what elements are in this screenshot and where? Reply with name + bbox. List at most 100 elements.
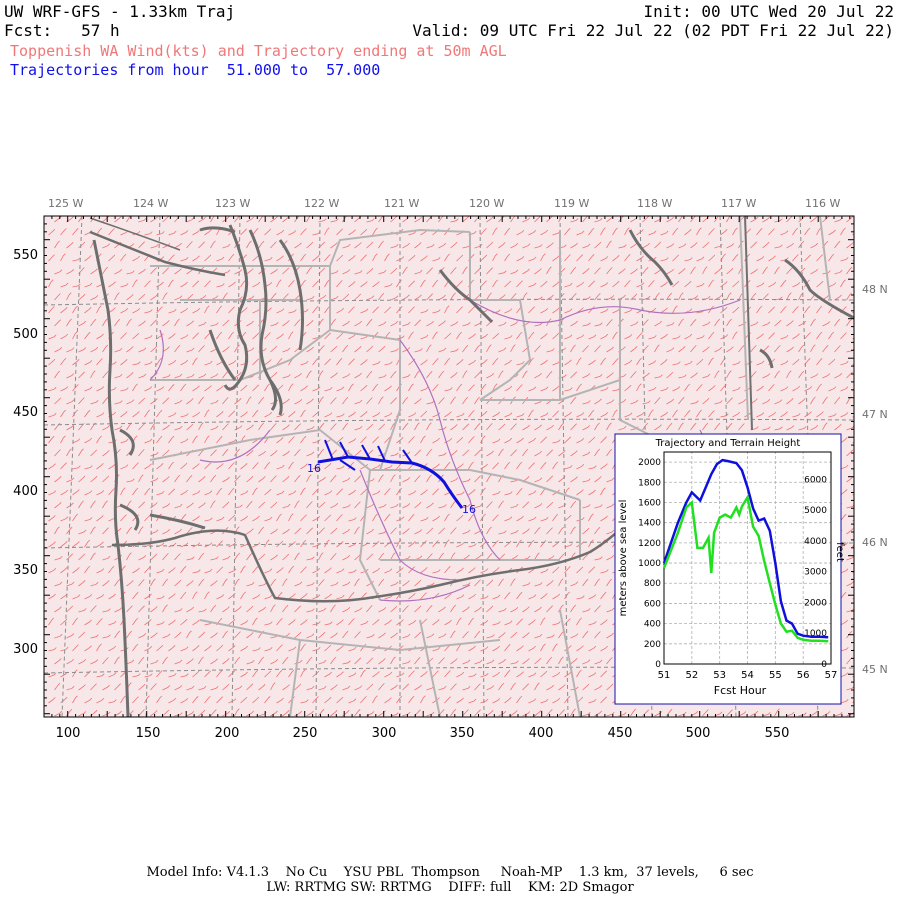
wind-barb bbox=[840, 568, 849, 574]
wind-barb bbox=[456, 254, 464, 262]
wind-barb bbox=[360, 384, 368, 392]
wind-barb bbox=[198, 476, 206, 483]
wind-barb bbox=[480, 359, 488, 366]
wind-barb bbox=[390, 397, 397, 405]
wind-barb bbox=[366, 397, 373, 405]
wind-barb bbox=[396, 539, 402, 548]
wind-barb bbox=[702, 346, 710, 353]
wind-barb bbox=[570, 266, 577, 275]
wind-barb bbox=[378, 503, 387, 509]
wind-barb bbox=[138, 579, 145, 587]
wind-barb bbox=[528, 331, 535, 340]
wind-barb bbox=[510, 321, 519, 327]
wind-barb bbox=[174, 659, 183, 665]
trajectory-range: Trajectories from hour 51.000 to 57.000 bbox=[10, 61, 380, 79]
wind-barb bbox=[390, 244, 399, 249]
wind-barb bbox=[102, 344, 109, 353]
wind-barb bbox=[462, 216, 470, 223]
wind-barb bbox=[534, 503, 543, 509]
wind-barb bbox=[846, 555, 854, 561]
wind-barb bbox=[282, 553, 290, 561]
inset-y-left-tick-label: 1200 bbox=[638, 539, 661, 549]
wind-barb bbox=[582, 608, 591, 613]
wind-barb bbox=[120, 487, 126, 496]
wind-barb bbox=[252, 669, 259, 678]
wind-barb bbox=[246, 501, 253, 509]
wind-barb bbox=[480, 254, 488, 262]
wind-barb bbox=[450, 658, 458, 665]
wind-barb bbox=[546, 348, 555, 353]
wind-barb bbox=[504, 491, 513, 496]
wind-barb bbox=[222, 292, 228, 301]
wind-barb bbox=[480, 595, 489, 600]
wind-barb bbox=[834, 269, 843, 275]
inset-y-left-label: meters above sea level bbox=[618, 500, 629, 617]
wind-barb bbox=[594, 241, 602, 249]
wind-barb bbox=[504, 516, 513, 522]
wind-barb bbox=[156, 386, 165, 392]
wind-barb bbox=[522, 448, 529, 457]
wind-barb bbox=[48, 490, 57, 496]
wind-barb bbox=[228, 568, 237, 574]
wind-barb bbox=[324, 621, 333, 626]
wind-barb bbox=[528, 386, 537, 392]
wind-barb bbox=[78, 241, 86, 249]
wind-barb bbox=[540, 333, 548, 340]
wind-barb bbox=[444, 619, 452, 626]
wind-barb bbox=[342, 504, 351, 509]
wind-barb bbox=[354, 242, 362, 249]
wind-barb bbox=[450, 527, 457, 535]
wind-barb bbox=[714, 216, 720, 223]
wind-barb bbox=[822, 711, 831, 717]
wind-barb bbox=[132, 255, 140, 262]
wind-barb bbox=[552, 643, 558, 652]
wind-barb bbox=[570, 708, 576, 717]
wind-barb bbox=[540, 280, 548, 288]
wind-barb bbox=[150, 529, 159, 535]
wind-barb bbox=[54, 658, 62, 665]
wind-barb bbox=[102, 657, 109, 665]
wind-barb bbox=[66, 526, 73, 535]
wind-barb bbox=[84, 619, 92, 626]
wind-barb bbox=[186, 502, 194, 509]
wind-barb bbox=[270, 501, 278, 509]
wind-barb bbox=[234, 344, 240, 353]
wind-barb bbox=[174, 553, 181, 561]
wind-barb bbox=[234, 656, 241, 665]
wind-barb bbox=[384, 385, 392, 392]
wind-barb bbox=[558, 503, 567, 509]
wind-barb bbox=[138, 709, 145, 717]
wind-barb bbox=[414, 631, 422, 639]
wind-barb bbox=[318, 579, 325, 587]
strait-juan-de-fuca bbox=[89, 230, 226, 277]
wind-barb bbox=[426, 633, 435, 639]
wind-barb bbox=[114, 216, 122, 223]
wind-barb bbox=[564, 411, 572, 418]
wind-barb bbox=[372, 695, 378, 704]
wind-barb bbox=[390, 348, 399, 353]
wind-barb bbox=[306, 296, 315, 301]
lon-label: 123 W bbox=[215, 197, 250, 210]
wind-barb bbox=[450, 218, 459, 223]
inset-title: Trajectory and Terrain Height bbox=[655, 438, 801, 449]
wind-barb bbox=[558, 578, 564, 587]
wind-barb bbox=[750, 216, 759, 223]
wind-barb bbox=[456, 436, 464, 444]
wind-barb bbox=[696, 409, 702, 418]
wind-barb bbox=[498, 632, 506, 639]
wind-barb bbox=[132, 643, 139, 652]
wind-barb bbox=[798, 370, 805, 379]
wind-barb bbox=[672, 305, 678, 314]
wind-barb bbox=[810, 344, 816, 353]
wind-barb bbox=[768, 228, 775, 236]
wind-barb bbox=[66, 373, 75, 379]
wind-barb bbox=[276, 697, 284, 704]
wind-barb bbox=[474, 683, 481, 691]
wind-barb bbox=[684, 257, 693, 262]
wind-barb bbox=[198, 266, 205, 275]
wind-barb bbox=[48, 334, 57, 340]
wind-barb bbox=[186, 347, 195, 353]
wind-barb bbox=[708, 228, 715, 236]
wind-barb bbox=[606, 529, 615, 535]
wind-barb bbox=[726, 397, 733, 405]
